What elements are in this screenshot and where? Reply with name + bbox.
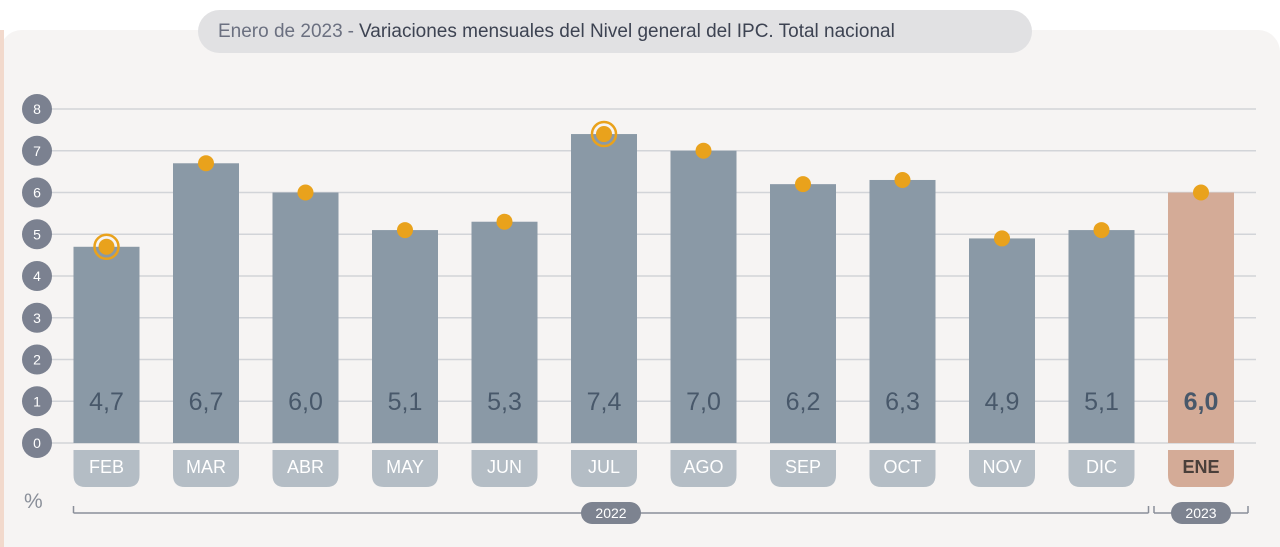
bar-value-label: 6,0: [288, 388, 323, 416]
category-pill: [173, 450, 239, 487]
bar-value-label: 5,1: [1084, 388, 1119, 416]
y-tick-label: 8: [33, 101, 41, 117]
y-tick-pill: [22, 177, 52, 208]
bar-nov: [969, 238, 1035, 443]
marker-dot: [297, 184, 314, 201]
y-unit-label: %: [24, 490, 43, 513]
category-pill: [1168, 450, 1234, 487]
chart-title: Enero de 2023 - Variaciones mensuales de…: [198, 10, 1032, 53]
marker-dot: [994, 230, 1010, 247]
category-label-oct: OCT: [884, 457, 922, 477]
bar-value-label: 4,9: [985, 388, 1020, 416]
category-label-dic: DIC: [1086, 457, 1117, 477]
y-tick-pill: [22, 344, 52, 375]
y-tick-label: 0: [33, 435, 41, 451]
category-label-nov: NOV: [982, 457, 1021, 477]
title-separator: -: [347, 20, 354, 42]
bar-ago: [670, 150, 737, 443]
category-label-may: MAY: [386, 457, 424, 477]
category-pill: [770, 450, 836, 487]
y-tick-label: 3: [33, 310, 41, 326]
bar-may: [372, 230, 438, 443]
category-label-jun: JUN: [487, 457, 522, 477]
bar-value-label: 6,0: [1184, 388, 1219, 416]
y-tick-pill: [22, 302, 52, 333]
title-text: Variaciones mensuales del Nivel general …: [359, 20, 895, 42]
bar-value-label: 7,0: [686, 388, 721, 416]
bar-value-label: 5,1: [388, 388, 423, 416]
category-pill: [372, 450, 438, 487]
y-tick-label: 1: [33, 393, 41, 409]
bar-value-label: 6,3: [885, 388, 920, 416]
year-label-2023: 2023: [1185, 505, 1216, 521]
y-tick-label: 4: [33, 268, 41, 284]
marker-ring: [590, 120, 618, 148]
y-tick-pill: [22, 94, 52, 124]
category-label-jul: JUL: [588, 457, 620, 477]
marker-dot: [1093, 222, 1110, 239]
y-tick-label: 5: [33, 226, 41, 242]
category-pill: [969, 450, 1035, 487]
bar-value-label: 6,7: [189, 388, 224, 416]
bar-abr: [272, 192, 339, 443]
category-label-ago: AGO: [683, 457, 723, 477]
bar-dic: [1068, 230, 1135, 443]
marker-dot: [198, 155, 214, 172]
marker-dot: [1193, 184, 1209, 201]
year-pill: [581, 502, 641, 524]
y-tick-pill: [22, 219, 52, 250]
category-pill: [73, 450, 140, 487]
bar-value-label: 7,4: [587, 388, 622, 416]
category-pill: [272, 450, 339, 487]
category-pill: [571, 450, 637, 487]
y-tick-pill: [22, 386, 52, 417]
category-label-sep: SEP: [785, 457, 821, 477]
category-label-ene: ENE: [1182, 457, 1219, 477]
y-tick-label: 6: [33, 185, 41, 201]
year-pill: [1171, 502, 1231, 524]
bar-mar: [173, 163, 239, 443]
category-label-mar: MAR: [186, 457, 226, 477]
category-label-feb: FEB: [89, 457, 124, 477]
marker-dot: [98, 238, 115, 255]
bar-value-label: 6,2: [786, 388, 821, 416]
category-pill: [471, 450, 538, 487]
bar-jun: [471, 221, 538, 443]
y-tick-label: 7: [33, 143, 41, 159]
panel-accent-edge: [0, 30, 4, 547]
bar-feb: [73, 246, 140, 443]
bar-sep: [770, 184, 836, 443]
marker-dot: [496, 213, 513, 230]
y-tick-label: 2: [33, 352, 41, 368]
marker-dot: [596, 126, 612, 143]
category-pill: [869, 450, 936, 487]
marker-dot: [397, 222, 413, 239]
year-label-2022: 2022: [595, 505, 626, 521]
y-tick-pill: [22, 428, 52, 458]
bar-jul: [571, 134, 637, 444]
marker-dot: [795, 176, 811, 193]
category-pill: [1068, 450, 1135, 487]
bar-value-label: 4,7: [89, 388, 124, 416]
bar-oct: [869, 179, 936, 443]
bar-value-label: 5,3: [487, 388, 522, 416]
marker-dot: [894, 171, 911, 188]
title-date: Enero de 2023: [218, 20, 343, 42]
category-pill: [670, 450, 737, 487]
marker-dot: [695, 142, 712, 159]
bar-ene: [1168, 192, 1234, 443]
category-label-abr: ABR: [287, 457, 324, 477]
y-tick-pill: [22, 135, 52, 166]
y-tick-pill: [22, 261, 52, 291]
marker-ring: [93, 233, 120, 261]
